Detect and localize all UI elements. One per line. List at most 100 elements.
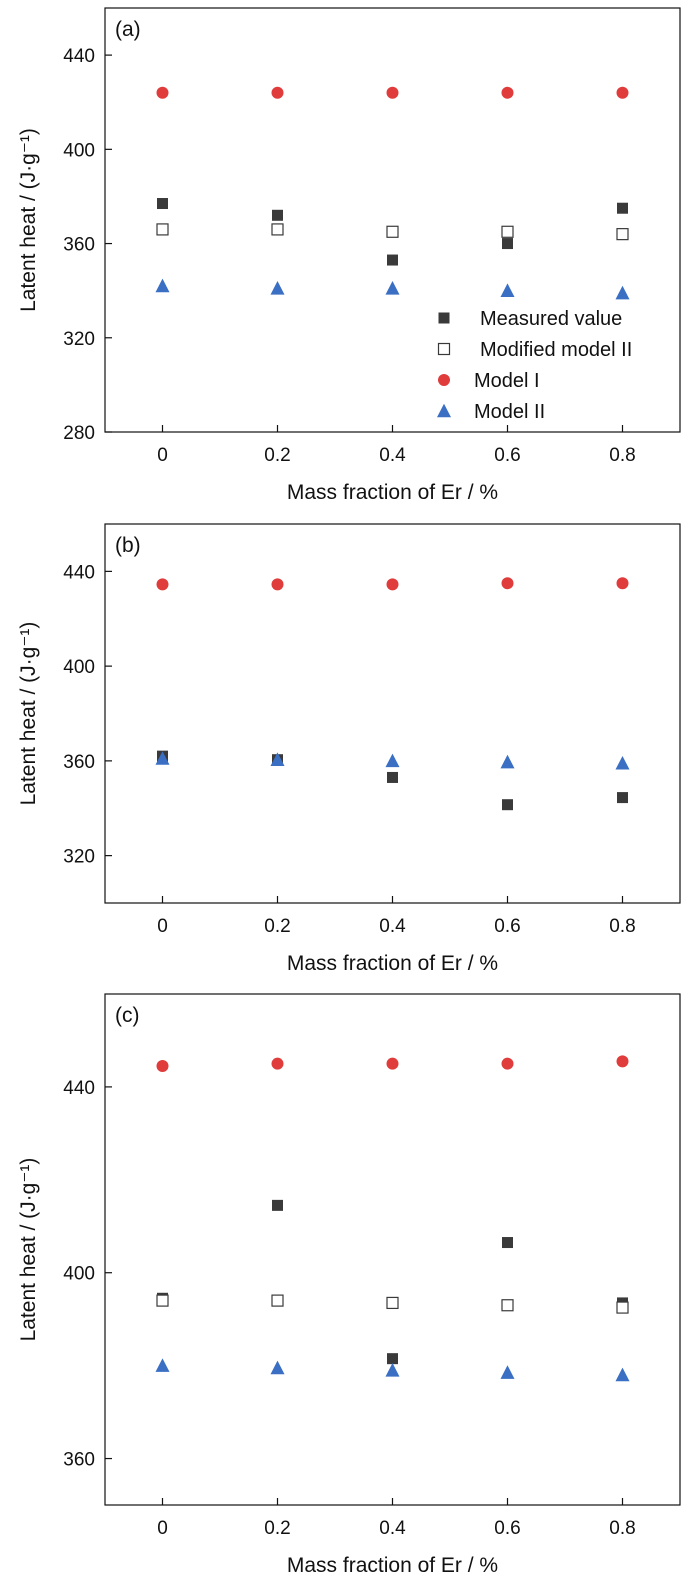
data-point bbox=[270, 281, 285, 295]
legend-marker bbox=[437, 342, 451, 356]
data-point bbox=[501, 86, 514, 99]
y-tick-label: 360 bbox=[63, 752, 95, 773]
data-point bbox=[386, 578, 399, 591]
x-tick-label: 0 bbox=[157, 916, 168, 937]
data-point bbox=[500, 754, 515, 769]
chart-panel-a: 0 0.2 0.4 0.6 0.8 280 320 360 400 440 (a) Mass frac… bbox=[17, 7, 681, 504]
x-tick-label: 0.6 bbox=[494, 1518, 520, 1539]
y-axis-title: Latent heat / (J·g⁻¹) bbox=[17, 1158, 40, 1342]
data-point bbox=[616, 1301, 629, 1314]
x-tick-label: 0.4 bbox=[379, 916, 406, 937]
legend-marker bbox=[438, 312, 450, 324]
data-point bbox=[386, 1057, 399, 1070]
data-point bbox=[616, 228, 629, 241]
x-tick-label: 0.2 bbox=[264, 1518, 290, 1539]
chart-panel-c: 0 0.2 0.4 0.6 0.8 360 400 440 (c) Mass fraction o… bbox=[17, 993, 681, 1577]
data-point bbox=[617, 202, 628, 214]
data-point bbox=[155, 751, 170, 765]
panel-label: (a) bbox=[115, 18, 141, 41]
data-point bbox=[501, 1057, 514, 1070]
legend-label: Model II bbox=[474, 401, 545, 423]
data-point bbox=[615, 1367, 630, 1382]
legend-label: Model I bbox=[474, 370, 540, 392]
x-tick-label: 0.6 bbox=[494, 916, 520, 937]
data-point bbox=[616, 86, 629, 99]
data-point bbox=[155, 1358, 170, 1372]
x-tick-label: 0.8 bbox=[609, 916, 635, 937]
x-tick-label: 0.2 bbox=[264, 916, 290, 937]
data-point bbox=[387, 254, 398, 266]
data-point bbox=[156, 1294, 169, 1307]
x-tick-label: 0.8 bbox=[609, 445, 635, 466]
data-point bbox=[156, 1060, 169, 1073]
data-point bbox=[271, 578, 284, 591]
data-point bbox=[155, 278, 170, 293]
legend-marker bbox=[437, 403, 451, 418]
data-point bbox=[501, 577, 514, 590]
y-tick-label: 400 bbox=[63, 1264, 95, 1285]
legend: Measured value Modified model II Model I Mo… bbox=[437, 308, 632, 423]
data-point bbox=[386, 86, 399, 99]
y-tick-label: 440 bbox=[63, 1078, 95, 1099]
data-point bbox=[616, 577, 629, 590]
y-tick-label: 400 bbox=[63, 657, 95, 678]
x-tick-label: 0.2 bbox=[264, 445, 290, 466]
y-tick-label: 360 bbox=[63, 1450, 95, 1471]
data-point bbox=[271, 223, 284, 236]
x-tick-label: 0.8 bbox=[609, 1518, 635, 1539]
panel-label: (c) bbox=[115, 1004, 140, 1027]
panel-label: (b) bbox=[115, 534, 141, 557]
data-point bbox=[385, 1362, 400, 1377]
y-axis-title: Latent heat / (J·g⁻¹) bbox=[17, 622, 40, 806]
data-point bbox=[616, 1055, 629, 1068]
data-point bbox=[502, 1237, 513, 1249]
y-tick-label: 440 bbox=[63, 46, 95, 67]
data-point bbox=[615, 755, 630, 770]
data-point bbox=[156, 578, 169, 591]
data-point bbox=[386, 225, 399, 238]
chart-panel-b: 0 0.2 0.4 0.6 0.8 320 360 400 440 (b) Mass fractio… bbox=[17, 523, 681, 975]
data-point bbox=[385, 281, 400, 295]
data-point bbox=[270, 1360, 285, 1375]
data-point bbox=[156, 223, 169, 236]
data-point bbox=[615, 285, 630, 300]
y-tick-label: 320 bbox=[63, 329, 95, 350]
data-point bbox=[500, 283, 515, 297]
x-tick-label: 0.4 bbox=[379, 1518, 406, 1539]
data-point bbox=[385, 753, 400, 768]
data-point bbox=[156, 86, 169, 99]
y-tick-label: 320 bbox=[63, 847, 95, 868]
y-tick-label: 280 bbox=[63, 423, 95, 444]
x-axis-title: Mass fraction of Er / % bbox=[287, 481, 498, 504]
y-axis-title: Latent heat / (J·g⁻¹) bbox=[17, 128, 40, 312]
y-tick-label: 440 bbox=[63, 562, 95, 583]
data-point bbox=[271, 1294, 284, 1307]
data-point bbox=[502, 238, 513, 250]
plot-frame bbox=[104, 993, 681, 1506]
x-tick-label: 0.6 bbox=[494, 445, 520, 466]
data-point bbox=[271, 1057, 284, 1070]
data-point bbox=[501, 225, 514, 238]
x-tick-label: 0.4 bbox=[379, 445, 406, 466]
data-point bbox=[386, 1296, 399, 1310]
data-point bbox=[270, 752, 285, 766]
x-tick-label: 0 bbox=[157, 445, 168, 466]
data-point bbox=[272, 209, 283, 221]
plot-frame bbox=[104, 7, 681, 433]
data-point bbox=[271, 86, 284, 99]
x-axis-title: Mass fraction of Er / % bbox=[287, 952, 498, 975]
x-axis-title: Mass fraction of Er / % bbox=[287, 1554, 498, 1577]
data-point bbox=[617, 792, 628, 804]
data-point bbox=[501, 1299, 514, 1312]
data-point bbox=[500, 1365, 515, 1379]
legend-label: Modified model II bbox=[480, 339, 632, 361]
data-point bbox=[387, 1353, 398, 1365]
x-tick-label: 0 bbox=[157, 1518, 168, 1539]
y-tick-label: 400 bbox=[63, 140, 95, 161]
legend-label: Measured value bbox=[480, 308, 622, 330]
data-point bbox=[387, 771, 398, 783]
data-point bbox=[157, 198, 168, 210]
legend-marker bbox=[438, 374, 450, 386]
data-point bbox=[502, 799, 513, 811]
